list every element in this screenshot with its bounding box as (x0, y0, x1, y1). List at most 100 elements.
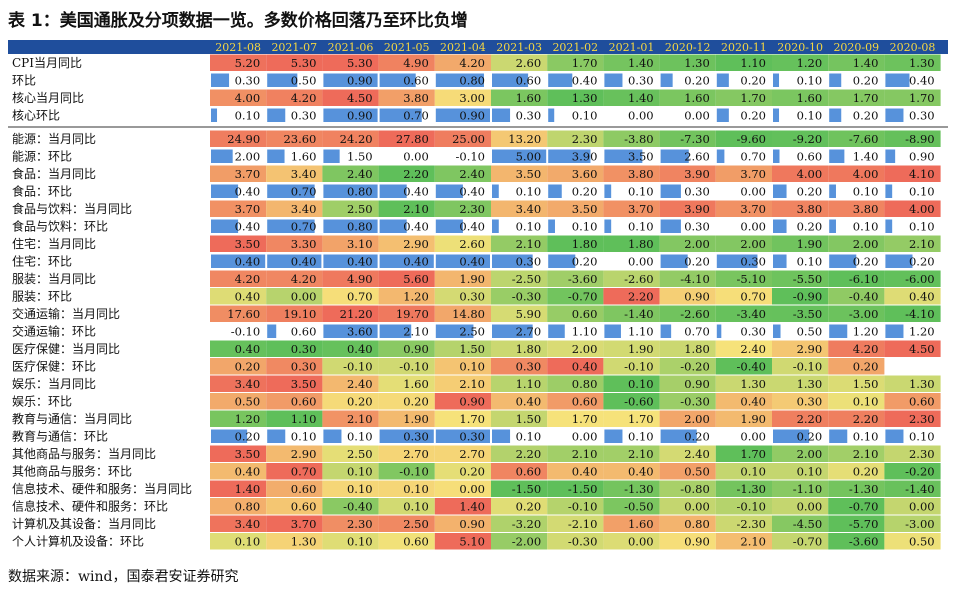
heat-cell (659, 358, 716, 375)
cell-value: 0.00 (572, 430, 598, 444)
heat-cell (210, 393, 267, 410)
cell-value: -2.10 (568, 517, 598, 531)
heat-cell (659, 480, 716, 497)
cell-value: 0.20 (740, 109, 766, 123)
cell-value: 0.30 (740, 255, 766, 269)
value-bar (773, 184, 787, 198)
column-header: 2021-02 (552, 41, 598, 54)
heat-cell (603, 130, 660, 147)
value-bar (211, 149, 233, 163)
cell-value: -0.60 (624, 395, 654, 409)
cell-value: -0.20 (680, 360, 710, 374)
heat-cell (491, 305, 548, 322)
heat-cell (434, 393, 491, 410)
heat-cell (659, 288, 716, 305)
heat-cell (434, 515, 491, 532)
value-bar (267, 149, 285, 163)
value-bar (773, 73, 780, 87)
cell-value: 1.50 (516, 412, 542, 426)
cell-value: 0.30 (291, 360, 317, 374)
cell-value: 0.80 (459, 74, 485, 88)
heat-cell (828, 130, 885, 147)
heat-cell (547, 270, 604, 287)
cell-value: 0.40 (347, 255, 373, 269)
heat-cell (715, 498, 772, 515)
cell-value: 1.70 (740, 91, 766, 105)
heat-cell (772, 54, 829, 71)
cell-value: 1.20 (909, 325, 935, 339)
heat-cell (715, 410, 772, 427)
cell-value: 0.40 (347, 342, 373, 356)
value-bar (716, 324, 722, 338)
heat-cell (659, 89, 716, 106)
value-bar (604, 324, 621, 338)
heat-cell (266, 375, 323, 392)
cell-value: -0.40 (737, 360, 767, 374)
heat-cell (266, 463, 323, 480)
value-bar (829, 108, 842, 122)
cell-value: 0.00 (684, 109, 710, 123)
cell-value: 2.20 (797, 412, 823, 426)
cell-value: -3.50 (793, 307, 823, 321)
value-bar (435, 219, 463, 233)
cell-value: 2.10 (572, 447, 598, 461)
source-note: 数据来源：wind，国泰君安证券研究 (8, 569, 239, 585)
heat-cell (547, 305, 604, 322)
cell-value: 4.00 (853, 167, 879, 181)
value-bar (885, 149, 896, 163)
heat-cell (491, 340, 548, 357)
row-label: 核心当月同比 (12, 91, 84, 105)
heat-cell (547, 200, 604, 217)
heat-cell (266, 480, 323, 497)
heat-cell (715, 305, 772, 322)
cell-value: 0.40 (235, 342, 261, 356)
cell-value: -1.40 (905, 482, 935, 496)
cell-value: 1.40 (235, 482, 261, 496)
heat-cell (884, 375, 941, 392)
heat-cell (715, 533, 772, 550)
heat-cell (322, 375, 379, 392)
cell-value: 5.10 (459, 535, 485, 549)
value-bar (211, 219, 239, 233)
heat-cell (884, 130, 941, 147)
row-label: 娱乐：当月同比 (12, 377, 96, 391)
cell-value: 1.20 (853, 325, 879, 339)
heat-cell (547, 165, 604, 182)
heat-cell (603, 375, 660, 392)
cell-value: 2.90 (797, 342, 823, 356)
cell-value: 1.10 (572, 325, 598, 339)
heat-cell (603, 165, 660, 182)
heat-cell (828, 235, 885, 252)
heat-cell (378, 498, 435, 515)
cell-value: 2.10 (403, 325, 429, 339)
cell-value: 2.00 (797, 447, 823, 461)
cell-value: 1.60 (516, 91, 542, 105)
heat-cell (772, 235, 829, 252)
cell-value: 0.40 (403, 255, 429, 269)
cell-value: 0.80 (347, 220, 373, 234)
cell-value: 0.10 (797, 255, 823, 269)
cell-value: 2.10 (853, 447, 879, 461)
cell-value: 1.70 (628, 412, 654, 426)
value-bar (885, 108, 904, 122)
cell-value: -0.10 (231, 325, 261, 339)
cell-value: 1.30 (291, 535, 317, 549)
heat-cell (828, 54, 885, 71)
cell-value: 0.90 (684, 290, 710, 304)
value-bar (604, 429, 623, 443)
heat-cell (715, 200, 772, 217)
row-label: 其他商品与服务：环比 (12, 464, 132, 479)
cell-value: 0.20 (347, 395, 373, 409)
cell-value: 3.70 (291, 517, 317, 531)
data-table: 2021-08 2021-07 2021-06 2021-05 2021-04 2021-… (8, 40, 948, 550)
cell-value: 2.50 (347, 202, 373, 216)
cell-value: 2.00 (684, 237, 710, 251)
heat-cell (547, 89, 604, 106)
heat-cell (210, 288, 267, 305)
cell-value: 3.90 (684, 202, 710, 216)
cell-value: 4.50 (909, 342, 935, 356)
heat-cell (434, 54, 491, 71)
heat-cell (603, 533, 660, 550)
cell-value: 0.10 (572, 220, 598, 234)
cell-value: 1.70 (459, 412, 485, 426)
